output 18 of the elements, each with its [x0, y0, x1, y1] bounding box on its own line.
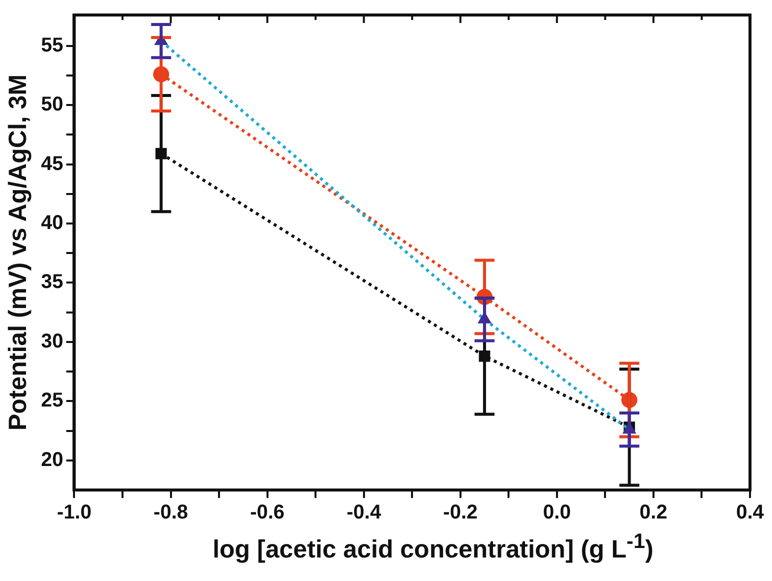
x-tick-label: -0.4	[346, 502, 382, 524]
y-tick-label: 40	[40, 212, 64, 234]
x-tick-label: -1.0	[57, 502, 92, 524]
y-tick-label: 30	[40, 330, 64, 352]
y-tick-label: 45	[40, 152, 64, 175]
y-axis-title: Potential (mV) vs Ag/AgCl, 3M	[4, 74, 32, 431]
y-tick-label: 50	[40, 94, 64, 116]
x-tick-label: 0.0	[543, 502, 571, 524]
x-tick-label: -0.2	[443, 502, 478, 524]
x-tick-label: -0.6	[250, 502, 285, 524]
y-tick-label: 35	[40, 271, 64, 294]
y-tick-label: 55	[40, 34, 64, 56]
x-tick-label: 0.4	[736, 502, 765, 524]
x-tick-label: 0.2	[640, 502, 668, 524]
x-tick-label: -0.8	[154, 502, 188, 524]
y-tick-label: 20	[40, 448, 64, 471]
x-axis-title: log [acetic acid concentration] (g L$^{-1}$)	[212, 530, 654, 564]
y-tick-label: 25	[40, 390, 64, 412]
